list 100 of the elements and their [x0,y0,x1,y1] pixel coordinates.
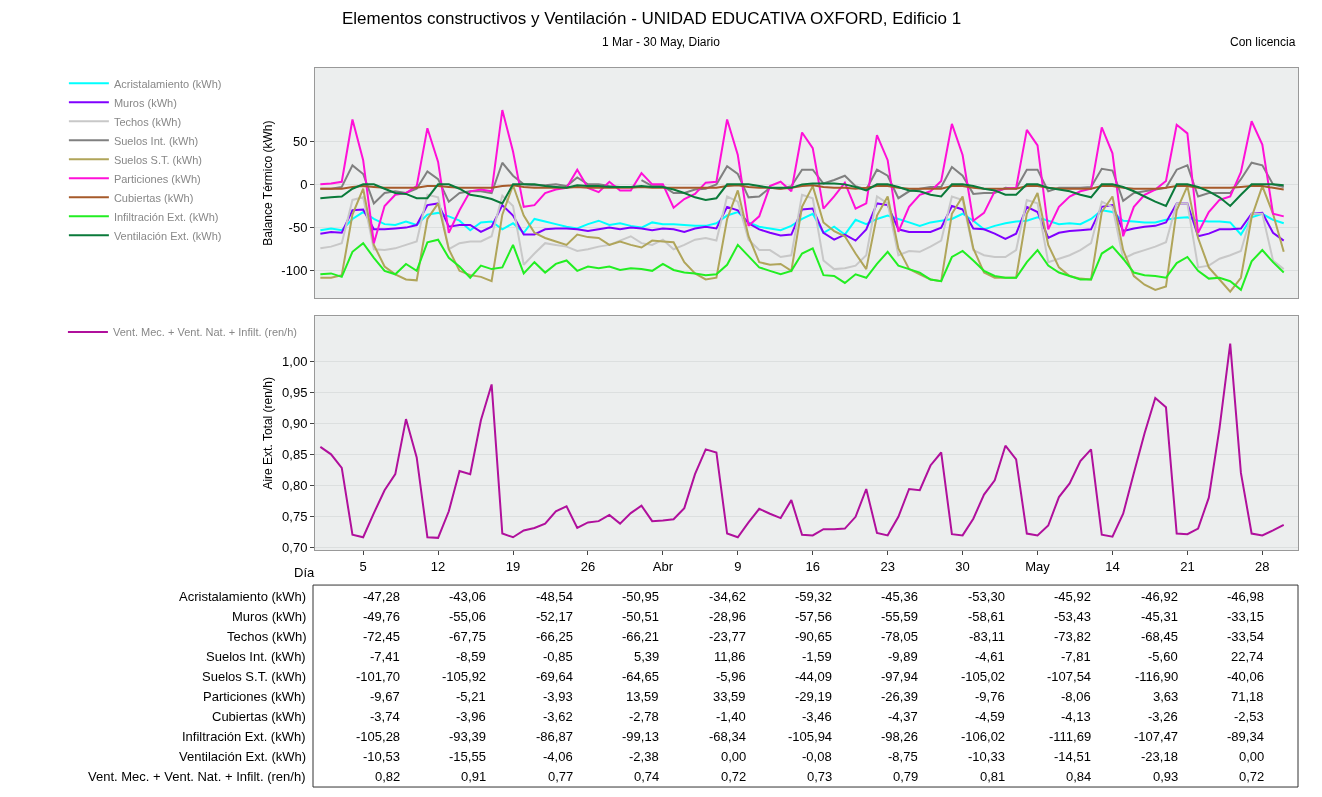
text: -73,82 [1054,629,1091,644]
text: -8,59 [456,649,486,664]
text: -111,69 [1049,729,1092,744]
text: -55,59 [881,609,918,624]
text: -86,87 [536,729,573,744]
text: -23,77 [709,629,746,644]
text: -1,40 [716,709,746,724]
text: -66,25 [536,629,573,644]
y-tick-label: 0 [300,176,308,192]
legend-label: Techos (kWh) [113,115,182,128]
text: -46,98 [1227,589,1264,604]
text: -29,19 [795,689,832,704]
text: -3,96 [456,709,486,724]
text: 3,63 [1153,689,1179,704]
text: -7,81 [1061,649,1091,664]
y-tick-label: 1,00 [282,354,308,370]
text: -4,59 [975,709,1005,724]
text: Con licencia [1230,35,1296,49]
text: 0,00 [721,749,747,764]
x-axis-title: Día [294,565,315,580]
text: -68,34 [709,729,746,744]
y-tick-label: 0,70 [282,539,308,555]
x-tick-label: 26 [580,558,596,574]
text: -55,06 [449,609,486,624]
text: 0,72 [721,769,747,784]
text: -105,02 [961,669,1006,684]
text: -67,75 [449,629,486,644]
text: -105,92 [442,669,487,684]
text: 0,74 [634,769,660,784]
text: 5,39 [634,649,660,664]
y-tick-label: 0,95 [282,385,308,401]
text: -9,76 [975,689,1005,704]
text: -45,36 [881,589,918,604]
legend-label: Ventilación Ext. (kWh) [113,229,222,242]
text: -64,65 [622,669,659,684]
category-label: Cubiertas (kWh) [212,709,306,724]
text: -48,54 [536,589,573,604]
text: -47,28 [363,589,400,604]
text: -14,51 [1054,749,1091,764]
category-label: Suelos Int. (kWh) [206,649,306,664]
x-tick-label: 16 [805,558,820,574]
text: 22,74 [1231,649,1264,664]
text: -15,55 [449,749,486,764]
line-series [319,238,1285,291]
text: -40,06 [1227,669,1264,684]
x-tick-label: 12 [430,558,446,574]
category-label: Muros (kWh) [232,609,307,624]
text: -33,54 [1227,629,1264,644]
text: 0,73 [807,769,833,784]
text: 0,93 [1153,769,1179,784]
text: -26,39 [881,689,918,704]
line-series [319,109,1285,245]
text: -3,93 [543,689,573,704]
text: -50,51 [622,609,659,624]
y-tick-label: 0,80 [282,477,308,493]
category-label: Techos (kWh) [227,629,307,644]
text: 0,79 [893,769,919,784]
text: -58,61 [968,609,1005,624]
legend-label: Suelos S.T. (kWh) [113,153,202,166]
line-series [319,182,1285,207]
legend-label: Suelos Int. (kWh) [113,134,199,147]
x-tick-label: 19 [505,558,521,574]
x-tick-label: 9 [734,558,742,574]
text: -5,21 [456,689,486,704]
text: -2,38 [629,749,659,764]
y-tick-label: 0,85 [282,446,308,462]
chart-title: Elementos constructivos y Ventilación - UNIDAD EDUCATIVA OXFORD, Edificio 1 [342,9,962,28]
text: -10,33 [968,749,1005,764]
text: -28,96 [709,609,746,624]
text: -4,06 [543,749,573,764]
y-tick-label: 50 [292,133,308,149]
y-tick-label: 0,75 [282,508,308,524]
legend-label: Muros (kWh) [113,96,177,109]
text: -50,95 [622,589,659,604]
x-tick-label: 23 [880,558,895,574]
x-tick-label: 5 [359,558,367,574]
text: -49,76 [363,609,400,624]
x-tick-label: 21 [1180,558,1195,574]
text: -46,92 [1141,589,1178,604]
line-series [319,193,1285,271]
text: -3,62 [543,709,573,724]
text: -0,08 [802,749,832,764]
text: -33,15 [1227,609,1264,624]
text: -8,06 [1061,689,1091,704]
text: -116,90 [1135,669,1179,684]
text: -93,39 [449,729,486,744]
text: -98,26 [881,729,918,744]
line-series [319,202,1285,242]
x-tick-label: Abr [652,558,674,574]
text: -2,53 [1234,709,1264,724]
text: -105,94 [788,729,833,744]
category-label: Acristalamiento (kWh) [179,589,307,604]
text: -107,47 [1134,729,1179,744]
text: 13,59 [626,689,659,704]
category-label: Ventilación Ext. (kWh) [179,749,307,764]
text: -106,02 [961,729,1006,744]
text: -78,05 [881,629,918,644]
text: 0,00 [1239,749,1265,764]
text: -68,45 [1141,629,1178,644]
line-series [319,342,1285,539]
